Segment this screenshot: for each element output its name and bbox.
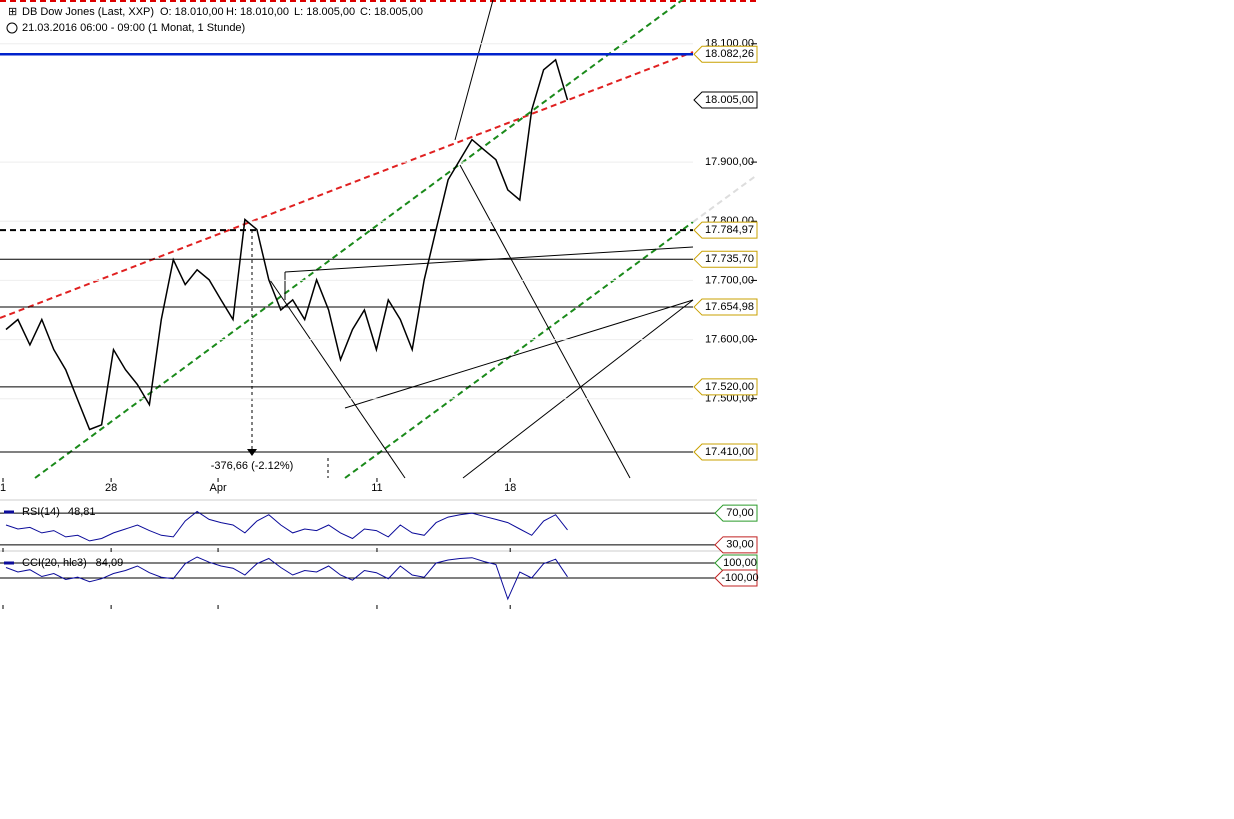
instrument-icon: ⊞ xyxy=(8,6,17,18)
threshold-label: 100,00 xyxy=(723,557,757,569)
threshold-label-box xyxy=(714,569,758,587)
threshold-label-box xyxy=(714,554,758,572)
ohlc-low: L: 18.005,00 xyxy=(294,6,355,18)
trend-line xyxy=(0,51,694,319)
price-line xyxy=(5,58,569,431)
level-label-box xyxy=(693,250,758,268)
trend-line xyxy=(692,174,758,223)
x-tick-label: Apr xyxy=(209,482,226,494)
trend-line xyxy=(269,279,406,479)
ohlc-close: C: 18.005,00 xyxy=(360,6,423,18)
x-tick-label: 28 xyxy=(105,482,117,494)
price-line xyxy=(5,510,568,542)
level-label-box xyxy=(693,91,758,109)
level-label-box xyxy=(693,443,758,461)
level-label: 18.082,26 xyxy=(705,48,754,60)
measure-arrow xyxy=(247,449,257,456)
trend-line xyxy=(462,299,694,479)
level-label: 18.005,00 xyxy=(705,94,754,106)
threshold-label-box xyxy=(714,504,758,522)
y-tick-label: 17.700,00 xyxy=(705,274,754,286)
level-label: 17.654,98 xyxy=(705,301,754,313)
y-tick-label: 17.900,00 xyxy=(705,156,754,168)
threshold-label: 30,00 xyxy=(726,539,754,551)
level-label-box xyxy=(693,378,758,396)
ohlc-open: O: 18.010,00 xyxy=(160,6,224,18)
threshold-label: -100,00 xyxy=(721,572,758,584)
level-label-box xyxy=(693,298,758,316)
ohlc-high: H: 18.010,00 xyxy=(226,6,289,18)
y-tick-label: 17.600,00 xyxy=(705,333,754,345)
price-line xyxy=(5,556,568,601)
trend-line xyxy=(344,299,694,409)
x-tick-label: 1 xyxy=(0,482,6,494)
level-label: 17.735,70 xyxy=(705,253,754,265)
x-tick-label: 11 xyxy=(371,482,382,494)
trend-line xyxy=(34,0,684,479)
clock-icon xyxy=(6,22,18,34)
period: 21.03.2016 06:00 - 09:00 (1 Monat, 1 Stu… xyxy=(22,22,245,34)
measure-label: -376,66 (-2.12%) xyxy=(211,460,294,472)
legend-name: CCI(20, hlc3) xyxy=(22,557,87,569)
level-label-box xyxy=(693,221,758,239)
threshold-label-box xyxy=(714,536,758,554)
level-label-box xyxy=(693,45,758,63)
threshold-label: 70,00 xyxy=(726,507,754,519)
legend-value: 48,81 xyxy=(68,506,96,518)
y-tick-label: 17.500,00 xyxy=(705,393,754,405)
x-tick-label: 18 xyxy=(504,482,516,494)
trend-line xyxy=(454,0,494,141)
level-label: 17.784,97 xyxy=(705,224,754,236)
legend-value: -84,09 xyxy=(92,557,123,569)
level-label: 17.520,00 xyxy=(705,381,754,393)
legend-name: RSI(14) xyxy=(22,506,60,518)
instrument: DB Dow Jones (Last, XXP) xyxy=(22,6,154,18)
level-label: 17.410,00 xyxy=(705,446,754,458)
trend-line xyxy=(459,164,631,479)
trend-line xyxy=(344,221,694,479)
